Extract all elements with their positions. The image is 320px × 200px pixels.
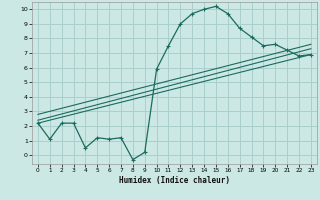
X-axis label: Humidex (Indice chaleur): Humidex (Indice chaleur) (119, 176, 230, 185)
